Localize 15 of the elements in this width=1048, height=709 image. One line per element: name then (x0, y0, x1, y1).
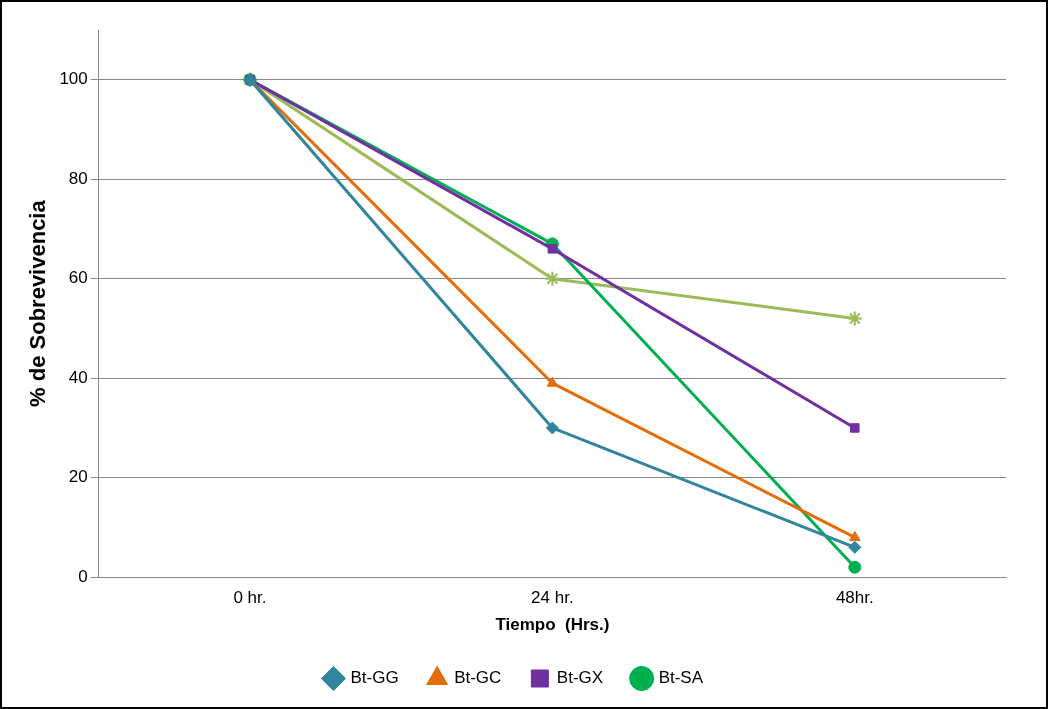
x-tick-label: 48hr. (835, 588, 874, 608)
y-tick-label: 100 (59, 69, 88, 89)
x-tick-label: 24 hr. (531, 588, 574, 608)
x-tick-label: 0 hr. (233, 588, 267, 608)
y-tick-label: 0 (78, 566, 88, 586)
legend-label: Bt-GG (350, 668, 399, 688)
y-tick-label: 40 (68, 367, 88, 387)
y-tick-label: 20 (68, 467, 88, 487)
legend-label: Bt-GC (454, 668, 502, 688)
legend-label: Bt-SA (658, 668, 704, 688)
x-axis-title: Tiempo (Hrs.) (495, 615, 610, 635)
y-axis-title: % de Sobrevivencia (25, 199, 51, 407)
y-tick-label: 80 (68, 168, 88, 188)
y-tick-label: 60 (68, 268, 88, 288)
legend-label: Bt-GX (556, 668, 604, 688)
